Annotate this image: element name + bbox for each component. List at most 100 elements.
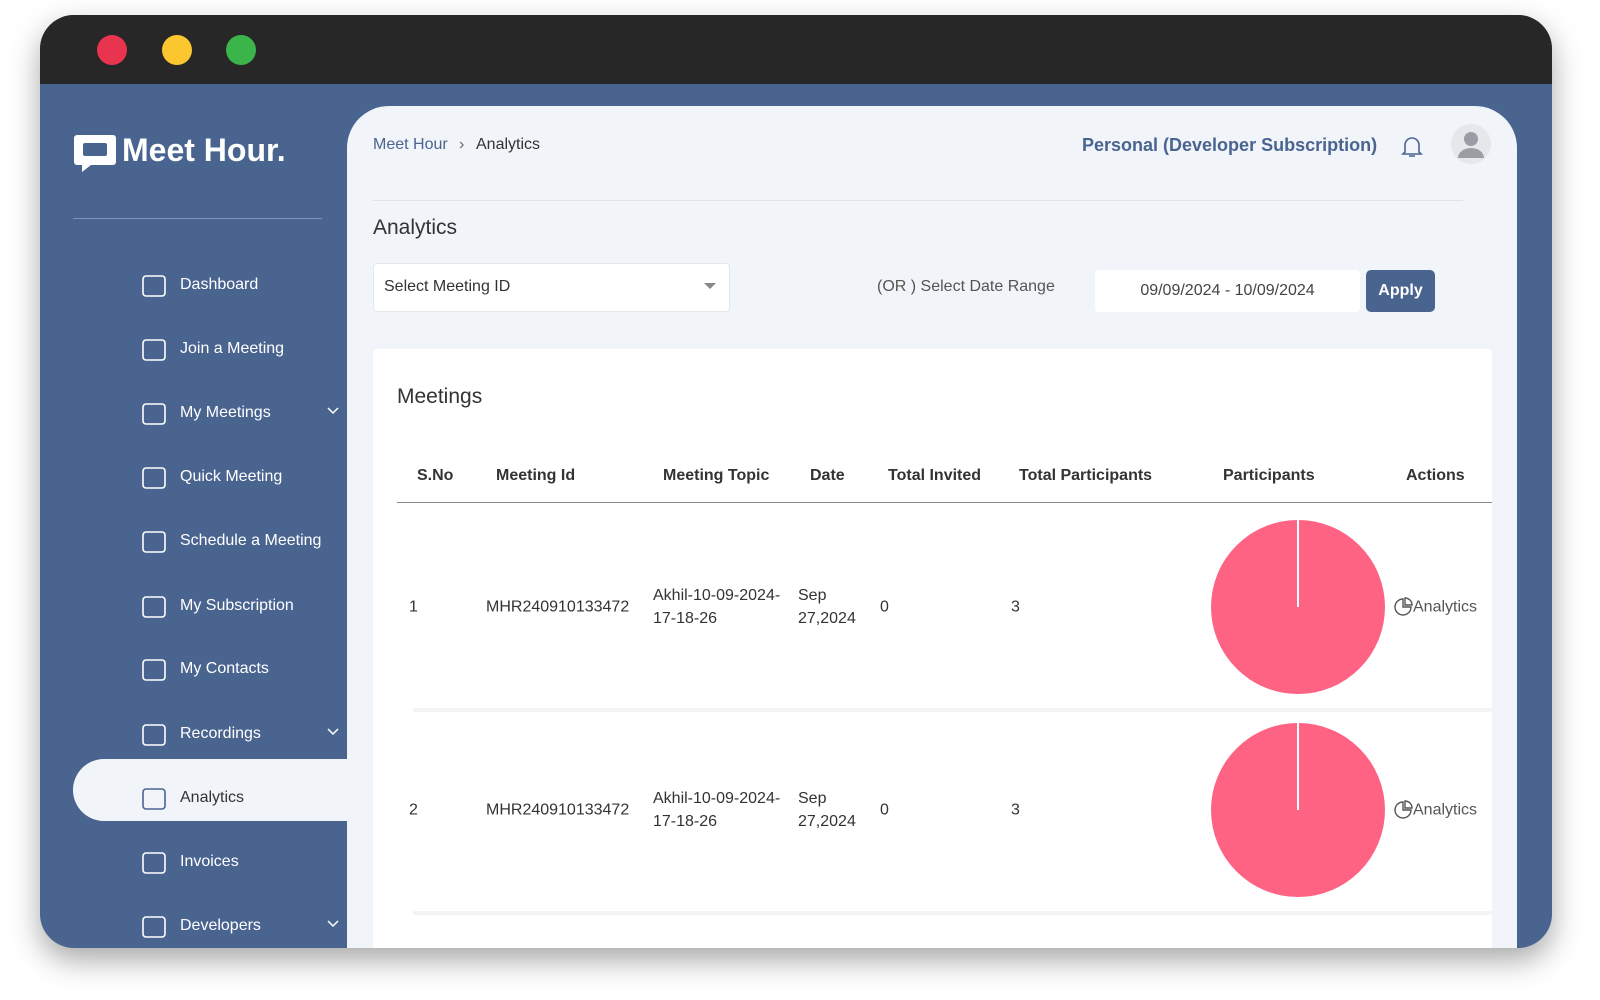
table-cell: 3 xyxy=(1011,598,1020,616)
main-panel: Meet Hour › Analytics Personal (Develope… xyxy=(347,106,1517,948)
page-title: Analytics xyxy=(373,216,458,239)
nav-item[interactable]: My Meetings xyxy=(140,398,370,428)
nav-label: My Subscription xyxy=(180,597,294,614)
nav-icon xyxy=(142,339,166,361)
nav-icon xyxy=(142,852,166,874)
column-header: Meeting Id xyxy=(496,467,576,484)
icon-shape xyxy=(142,852,166,874)
nav-icon xyxy=(142,403,166,425)
chevron xyxy=(327,407,339,415)
dropdown-caret xyxy=(704,283,716,289)
row-divider xyxy=(413,911,1493,915)
header-rule xyxy=(397,502,1492,503)
breadcrumb-link[interactable]: Meet Hour xyxy=(373,136,448,153)
close-button[interactable] xyxy=(97,35,127,65)
chevron-path xyxy=(327,728,339,736)
column-header: Total Participants xyxy=(1019,467,1153,484)
nav-item[interactable]: Join a Meeting xyxy=(140,334,370,364)
icon-shape xyxy=(142,275,166,297)
divider xyxy=(73,218,322,219)
nav-label: Join a Meeting xyxy=(180,340,285,357)
nav-label: My Contacts xyxy=(180,660,269,677)
table-cell: Akhil-10-09-2024-17-18-26 xyxy=(653,790,781,830)
icon-shape xyxy=(142,339,166,361)
action-link[interactable]: Analytics xyxy=(1413,598,1478,616)
meetings-card: Meetings S.No Meeting Id Meeting Topic Date… xyxy=(373,349,1493,948)
icon-shape xyxy=(142,659,166,681)
nav-label: Invoices xyxy=(180,853,239,870)
minimize-button[interactable] xyxy=(162,35,192,65)
column-header: Date xyxy=(810,467,845,484)
column-header: Total Invited xyxy=(888,467,982,484)
nav-icon xyxy=(142,531,166,553)
chevron xyxy=(327,920,339,928)
table-cell: 1 xyxy=(409,598,418,616)
notification-bell[interactable] xyxy=(1401,135,1423,159)
table-cell: 0 xyxy=(880,801,889,819)
apply-button[interactable]: Apply xyxy=(1366,270,1435,312)
nav-icon xyxy=(142,724,166,746)
or-label: (OR ) Select Date Range xyxy=(877,278,1055,295)
header-divider xyxy=(373,200,1463,201)
pie-chart xyxy=(1211,520,1385,694)
column-header: Participants xyxy=(1223,467,1315,484)
nav-label: Recordings xyxy=(180,725,261,742)
analytics-icon xyxy=(1394,800,1413,819)
subscription[interactable]: Personal (Developer Subscription) xyxy=(1082,135,1378,155)
column-header: S.No xyxy=(417,467,454,484)
icon-shape xyxy=(142,467,166,489)
nav-item[interactable]: My Subscription xyxy=(140,591,370,621)
nav-icon xyxy=(142,916,166,938)
chevron xyxy=(327,728,339,736)
nav-item[interactable]: Developers xyxy=(140,911,370,941)
breadcrumb-separator: › xyxy=(459,136,465,153)
nav-icon xyxy=(142,467,166,489)
analytics-icon xyxy=(1394,597,1413,616)
icon-shape xyxy=(1394,597,1413,616)
nav-item[interactable]: Dashboard xyxy=(140,270,370,300)
title-bar xyxy=(40,15,1552,84)
window: Meet Hour. Meet Hour › Analytics Persona… xyxy=(40,15,1552,948)
nav-item[interactable]: Invoices xyxy=(140,847,370,877)
nav-item[interactable]: Schedule a Meeting xyxy=(140,526,370,556)
date-range[interactable]: 09/09/2024 - 10/09/2024 xyxy=(1095,270,1360,312)
meeting-select[interactable]: Select Meeting ID xyxy=(373,263,730,312)
avatar[interactable] xyxy=(1451,124,1491,164)
chevron-path xyxy=(327,407,339,415)
nav-icon xyxy=(142,659,166,681)
maximize-button[interactable] xyxy=(226,35,256,65)
table-cell: MHR240910133472 xyxy=(486,801,630,819)
nav-label: Analytics xyxy=(180,789,245,806)
nav-label: My Meetings xyxy=(180,404,271,421)
table-cell: Sep 27,2024 xyxy=(798,587,856,627)
nav-item[interactable]: Quick Meeting xyxy=(140,462,370,492)
pie-chart xyxy=(1211,723,1385,897)
card-title: Meetings xyxy=(397,385,483,408)
icon-shape xyxy=(1394,800,1413,819)
nav-item[interactable]: Analytics xyxy=(140,783,370,813)
column-header: Actions xyxy=(1406,467,1465,484)
nav-icon xyxy=(142,788,166,810)
icon-shape xyxy=(142,724,166,746)
table-cell: 0 xyxy=(880,598,889,616)
icon-shape xyxy=(142,403,166,425)
table-cell: MHR240910133472 xyxy=(486,598,630,616)
icon-shape xyxy=(142,531,166,553)
select-placeholder: Select Meeting ID xyxy=(384,278,511,295)
row-divider xyxy=(413,708,1493,712)
nav-label: Developers xyxy=(180,917,261,934)
nav-item[interactable]: Recordings xyxy=(140,719,370,749)
table-cell: Sep 27,2024 xyxy=(798,790,856,830)
nav-label: Dashboard xyxy=(180,276,259,293)
icon-shape xyxy=(142,788,166,810)
icon-shape xyxy=(142,916,166,938)
nav-item[interactable]: My Contacts xyxy=(140,654,370,684)
table-cell: 3 xyxy=(1011,801,1020,819)
breadcrumb-current: Analytics xyxy=(476,136,541,153)
action-link[interactable]: Analytics xyxy=(1413,801,1478,819)
brand: Meet Hour. xyxy=(122,132,286,168)
column-header: Meeting Topic xyxy=(663,467,770,484)
table-cell: 2 xyxy=(409,801,418,819)
logo-icon xyxy=(74,135,116,172)
